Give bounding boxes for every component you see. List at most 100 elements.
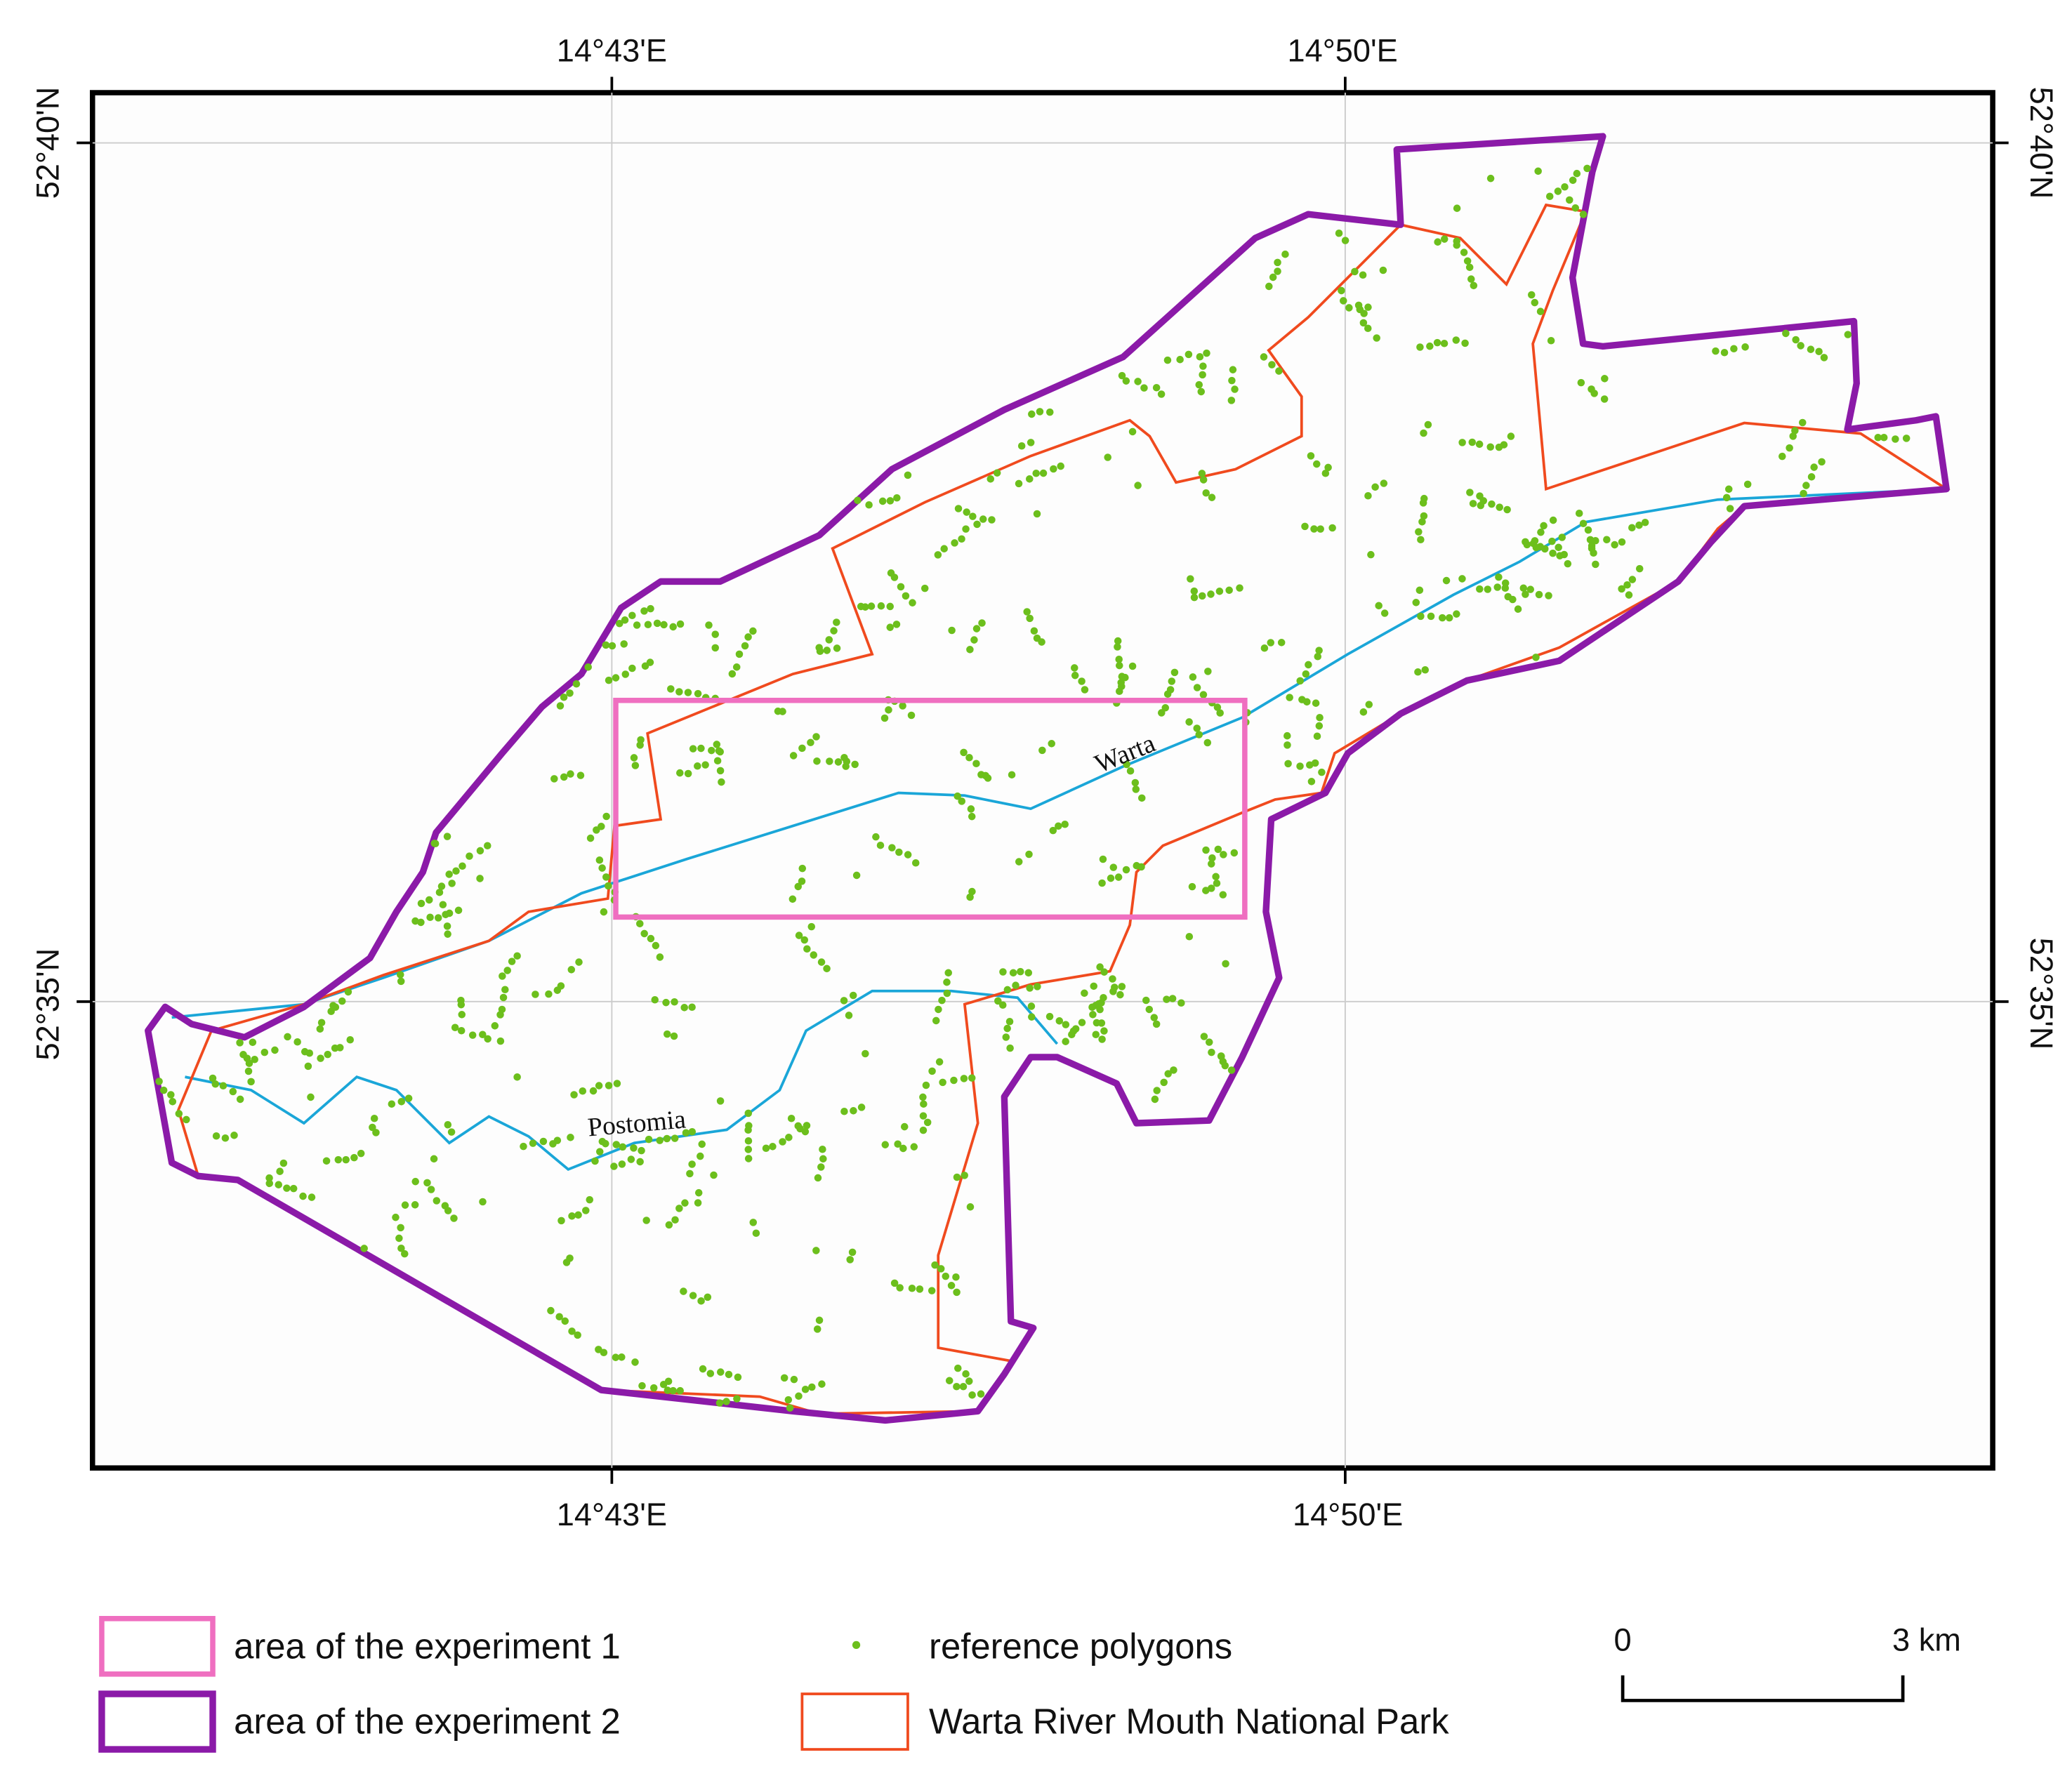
reference-polygon [411, 1177, 419, 1186]
reference-polygon [808, 1383, 816, 1391]
reference-polygon [1104, 453, 1111, 461]
reference-polygon [265, 1179, 274, 1188]
reference-polygon [1015, 858, 1023, 866]
reference-polygon [708, 746, 715, 755]
reference-polygon [1213, 703, 1222, 711]
reference-polygon [1048, 740, 1055, 748]
reference-polygon [395, 1234, 403, 1242]
reference-polygon [636, 741, 644, 749]
reference-polygon [1205, 1038, 1213, 1046]
reference-polygon [496, 1037, 505, 1045]
reference-polygon [1371, 483, 1379, 491]
reference-polygon [1892, 435, 1899, 443]
reference-polygon [1070, 664, 1078, 672]
reference-polygon [1204, 668, 1212, 675]
reference-polygon [618, 1160, 626, 1168]
lon-label: 14°50'E [1293, 1497, 1403, 1532]
reference-polygon [1902, 435, 1911, 442]
reference-polygon [452, 867, 460, 875]
reference-polygon [710, 1171, 718, 1179]
reference-polygon [664, 1386, 672, 1394]
reference-polygon [1202, 846, 1210, 854]
reference-polygon [825, 636, 833, 644]
reference-polygon [940, 545, 948, 552]
reference-polygon [953, 1173, 961, 1181]
reference-polygon [1153, 1087, 1161, 1094]
reference-polygon [919, 1093, 927, 1101]
reference-polygon [1356, 305, 1364, 314]
reference-polygon [1200, 1033, 1208, 1040]
reference-polygon [1168, 995, 1177, 1002]
reference-polygon [852, 871, 861, 880]
reference-polygon [1228, 376, 1236, 385]
reference-polygon [779, 1138, 786, 1146]
reference-polygon [1017, 442, 1026, 450]
reference-polygon [1420, 512, 1428, 520]
reference-polygon [289, 1184, 298, 1193]
reference-polygon [491, 1022, 499, 1030]
reference-polygon [641, 662, 649, 670]
reference-polygon [443, 833, 451, 840]
reference-polygon [638, 1146, 645, 1155]
reference-polygon [479, 1031, 487, 1038]
reference-polygon [848, 1248, 857, 1257]
reference-polygon [928, 1067, 936, 1075]
reference-polygon [931, 1261, 939, 1269]
reference-polygon [574, 1211, 582, 1219]
reference-polygon [1265, 282, 1273, 291]
reference-polygon [293, 1038, 301, 1046]
reference-polygon [1221, 1061, 1229, 1070]
reference-polygon [902, 592, 910, 600]
reference-polygon [1199, 691, 1208, 698]
reference-polygon [998, 1001, 1007, 1009]
reference-polygon [608, 642, 616, 650]
reference-polygon [595, 1148, 604, 1155]
reference-polygon [1807, 345, 1815, 353]
reference-polygon [1121, 673, 1129, 682]
reference-polygon [1055, 1017, 1064, 1025]
reference-polygon [1312, 699, 1320, 707]
reference-polygon [1118, 983, 1126, 990]
reference-polygon [1484, 585, 1492, 593]
reference-polygon [425, 896, 433, 904]
reference-polygon [1168, 677, 1176, 685]
reference-polygon [986, 475, 995, 483]
reference-polygon [560, 693, 568, 701]
reference-polygon [1222, 960, 1229, 968]
reference-polygon [576, 771, 585, 779]
reference-polygon [823, 647, 831, 654]
reference-polygon [669, 623, 677, 631]
reference-polygon [1198, 470, 1206, 477]
reference-polygon [749, 1219, 758, 1226]
reference-polygon [444, 1120, 452, 1129]
reference-polygon [1152, 384, 1161, 392]
reference-polygon [1415, 528, 1423, 536]
reference-polygon [1142, 996, 1150, 1005]
reference-polygon [1274, 258, 1281, 267]
reference-polygon [959, 1383, 968, 1391]
reference-polygon [904, 471, 912, 479]
reference-polygon [886, 497, 895, 505]
reference-polygon [539, 1137, 548, 1146]
reference-polygon [476, 875, 484, 882]
reference-polygon [1027, 439, 1035, 446]
reference-polygon [697, 744, 705, 753]
reference-polygon [663, 1030, 671, 1038]
reference-polygon [1185, 718, 1193, 726]
reference-polygon [960, 1075, 968, 1082]
reference-polygon [479, 1198, 487, 1206]
reference-polygon [812, 733, 820, 741]
reference-polygon [236, 1095, 244, 1104]
reference-polygon [1134, 482, 1142, 489]
reference-polygon [1379, 266, 1387, 274]
reference-polygon [922, 1081, 930, 1089]
reference-polygon [897, 583, 905, 591]
reference-polygon [1592, 536, 1599, 545]
reference-polygon [499, 972, 506, 980]
reference-polygon [1012, 981, 1019, 989]
reference-polygon [1214, 845, 1222, 854]
reference-polygon [920, 584, 929, 592]
reference-polygon [937, 1265, 945, 1273]
reference-polygon [888, 844, 896, 851]
reference-polygon [675, 1205, 683, 1212]
